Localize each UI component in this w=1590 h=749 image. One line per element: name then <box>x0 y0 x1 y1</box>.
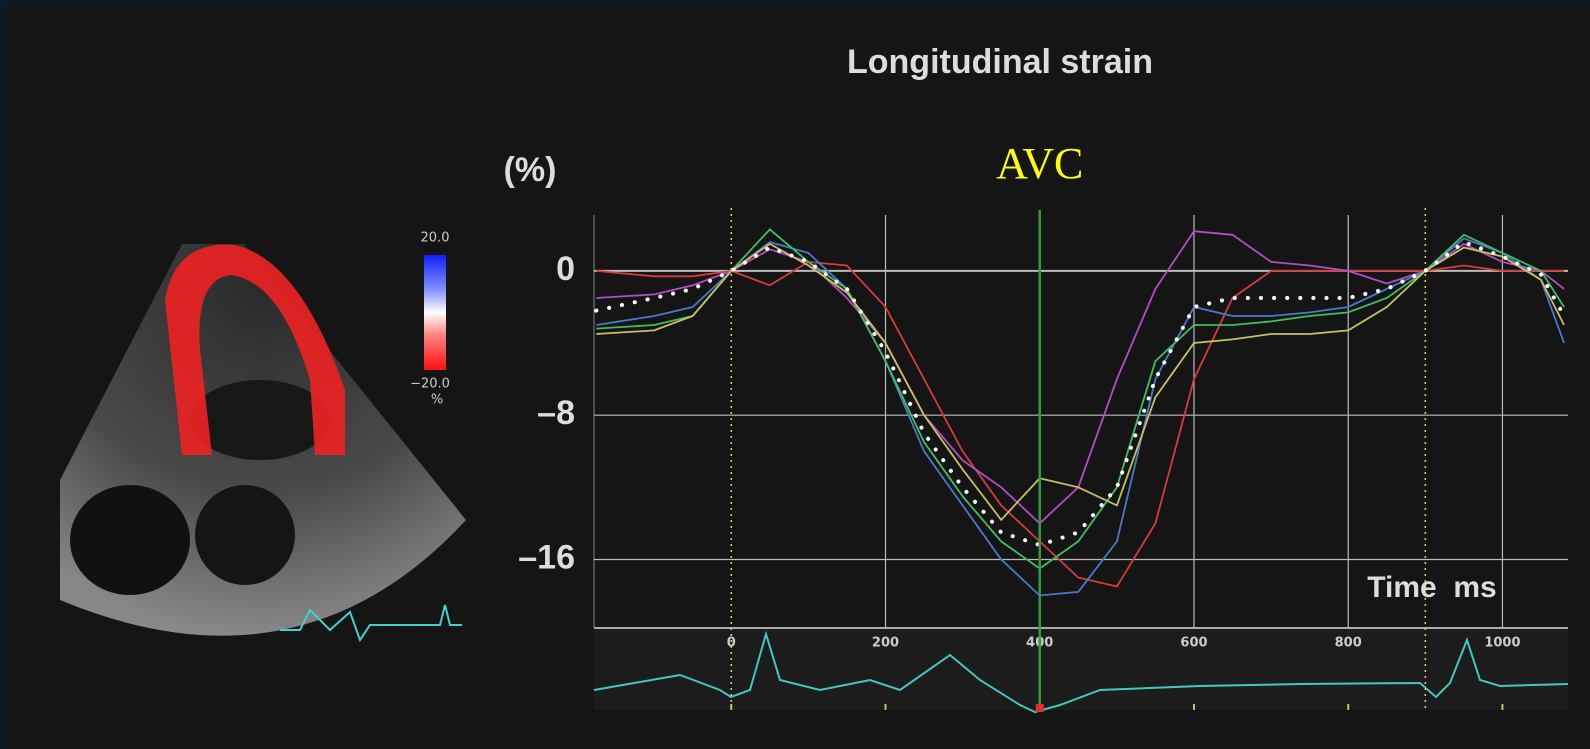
x-tick-label: 600 <box>1180 636 1207 651</box>
colorbar-min: −20.0 <box>410 377 450 392</box>
chart-title: Longitudinal strain <box>847 43 1153 81</box>
colorbar-unit: % <box>431 393 443 408</box>
avc-marker <box>1036 704 1044 712</box>
x-axis-label: Time ms <box>1367 571 1497 604</box>
page: {"chart_data":{"type":"line","title":"Lo… <box>0 0 1590 749</box>
series-line <box>596 238 1564 595</box>
y-tick-label: 0 <box>556 250 575 288</box>
series-line <box>596 244 1564 520</box>
y-unit-label: (%) <box>504 151 557 189</box>
x-tick-label: 1000 <box>1484 636 1520 651</box>
series-line <box>596 242 1564 545</box>
colorbar-max: 20.0 <box>421 231 450 246</box>
y-tick-label: –16 <box>518 538 575 576</box>
avc-label: AVC <box>996 139 1083 188</box>
series-line <box>596 229 1564 568</box>
x-tick-label: 200 <box>872 636 899 651</box>
x-tick-label: 800 <box>1335 636 1362 651</box>
echo-image <box>60 244 466 640</box>
x-tick-label: 0 <box>727 636 736 651</box>
y-tick-label: –8 <box>537 394 575 432</box>
chart: 20.0 −20.0 % Longitudinal strain (%) Tim… <box>0 0 1590 749</box>
